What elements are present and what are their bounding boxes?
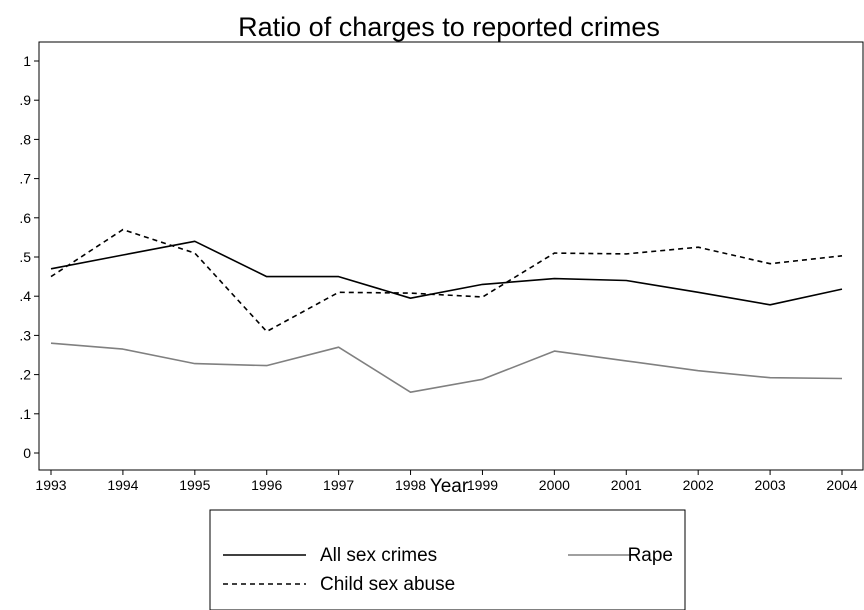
legend-label: All sex crimes <box>320 545 437 566</box>
series-line-3 <box>50 228 843 333</box>
x-axis-label: Year <box>430 476 469 497</box>
plot-frame <box>38 41 864 471</box>
legend-label: Rape <box>628 545 673 566</box>
legend: All sex crimes Rape Child sex abuse <box>209 509 686 610</box>
chart-title: Ratio of charges to reported crimes <box>238 12 660 42</box>
x-tick-label: 2001 <box>611 477 642 493</box>
x-tick-label: 2000 <box>539 477 570 493</box>
y-tick-label: .3 <box>19 327 31 343</box>
x-tick-label: 1994 <box>107 477 138 493</box>
x-tick-label: 1993 <box>35 477 66 493</box>
y-tick-label: 0 <box>23 445 31 461</box>
x-tick-label: 1999 <box>467 477 498 493</box>
x-tick-label: 1995 <box>179 477 210 493</box>
y-tick-label: .7 <box>19 171 31 187</box>
y-tick-label: .1 <box>19 406 31 422</box>
series-line-2 <box>50 342 843 394</box>
x-axis: 1993 1994 1995 1996 1997 1998 1999 2000 2001 2002… <box>35 470 858 493</box>
y-tick-label: .5 <box>19 249 31 265</box>
y-tick-label: .4 <box>19 288 31 304</box>
x-tick-label: 1996 <box>251 477 282 493</box>
x-tick-label: 1997 <box>323 477 354 493</box>
legend-box <box>209 509 686 610</box>
series-lines <box>50 228 843 394</box>
x-tick-label: 2003 <box>755 477 786 493</box>
y-tick-label: .6 <box>19 210 31 226</box>
series-line-1 <box>50 240 843 306</box>
y-tick-label: .2 <box>19 367 31 383</box>
x-tick-label: 2004 <box>826 477 857 493</box>
y-tick-label: 1 <box>23 53 31 69</box>
x-tick-label: 2002 <box>683 477 714 493</box>
y-tick-label: .8 <box>19 131 31 147</box>
y-axis: 0 .1 .2 .3 .4 .5 .6 .7 .8 .9 1 <box>19 53 39 461</box>
legend-label: Child sex abuse <box>320 574 455 595</box>
y-tick-label: .9 <box>19 92 31 108</box>
x-tick-label: 1998 <box>395 477 426 493</box>
